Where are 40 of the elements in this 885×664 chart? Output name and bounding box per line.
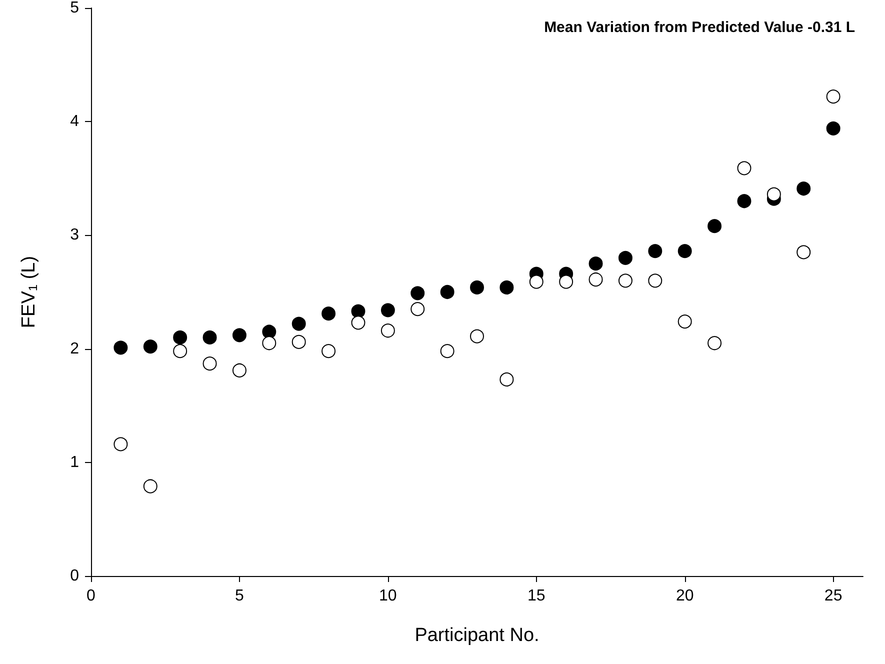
point [796, 182, 811, 196]
x-tick-label: 20 [676, 588, 694, 604]
point [618, 250, 632, 265]
point [262, 324, 276, 339]
y-tick-label: 2 [70, 340, 80, 358]
point [410, 286, 425, 300]
point [648, 244, 662, 258]
point [500, 280, 514, 294]
point [529, 274, 544, 289]
y-tick-label: 3 [70, 226, 80, 244]
y-tick-label: 5 [70, 0, 80, 16]
y-axis-title: FEV1 (L) [18, 256, 40, 328]
point [766, 187, 781, 202]
x-tick-label: 15 [527, 588, 546, 604]
point [202, 330, 217, 344]
point [143, 340, 158, 354]
point [588, 256, 603, 271]
x-tick-label: 25 [824, 588, 842, 604]
point [470, 280, 484, 294]
point [380, 303, 395, 318]
y-tick-label: 1 [70, 454, 80, 471]
y-tick-label: 0 [70, 568, 80, 584]
point [678, 244, 692, 258]
point [292, 316, 306, 331]
point [232, 328, 246, 342]
point [708, 219, 722, 234]
point [826, 121, 840, 136]
point [114, 340, 128, 355]
point [737, 194, 752, 208]
x-axis-title: Participant No. [414, 625, 540, 646]
point [440, 285, 454, 299]
x-tick-label: 10 [379, 588, 397, 604]
point [559, 274, 574, 289]
point [173, 330, 188, 344]
point [351, 304, 366, 318]
point [322, 306, 336, 321]
y-tick-label: 4 [70, 113, 80, 130]
x-tick-label: 5 [235, 588, 244, 604]
x-tick-label: 0 [86, 588, 96, 604]
annotation: Mean Variation from Predicted Value -0.31 L [544, 19, 855, 36]
